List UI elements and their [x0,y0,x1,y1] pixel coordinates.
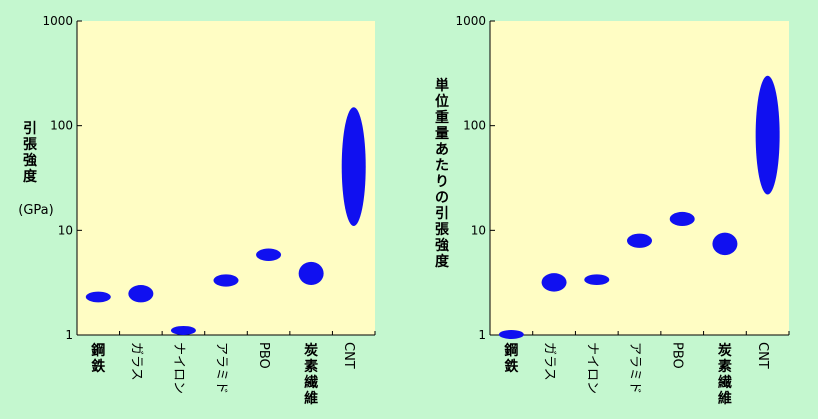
x-tick-label: ガラス [128,342,143,381]
y-tick-label: 1000 [42,14,73,28]
data-ellipse-5 [256,248,282,261]
y-tick-label: 100 [463,119,486,133]
y-tick-label: 1 [65,328,73,342]
data-ellipse-7 [341,107,366,227]
x-tick-label: 炭素繊維 [718,342,732,407]
data-ellipse-6 [712,232,738,256]
x-tick-label: CNT [341,342,356,369]
chart-panel-1: 1 10 100 1000 鋼鉄 ガラス ナイロン アラミド PBO 炭素繊維 CNT 引張強度 (GP… [18,14,376,407]
x-tick-label: PBO [256,342,271,369]
y-axis-unit: (GPa) [18,203,53,218]
x-tick-label: ガラス [542,342,557,381]
data-ellipse-2 [541,273,567,292]
data-ellipse-1 [85,291,111,303]
data-ellipse-7 [755,75,780,195]
y-tick-label: 1 [478,328,486,342]
data-ellipse-4 [213,274,239,287]
x-tick-label: アラミド [214,342,229,394]
data-ellipse-3 [170,325,196,335]
y-axis-label: 引張強度 [23,121,38,185]
data-ellipse-4 [627,233,652,248]
plot-area [77,21,375,335]
data-ellipse-6 [298,261,324,286]
plot-area [490,21,789,335]
chart-panel-2: 1 10 100 1000 鋼鉄 ガラス ナイロン アラミド PBO 炭素繊維 CNT 単位重量あたり… [435,14,790,407]
data-ellipse-1 [498,329,524,339]
data-ellipse-3 [584,274,610,286]
y-tick-label: 1000 [455,14,486,28]
x-tick-label: ナイロン [584,342,599,394]
y-axis-label: 単位重量あたりの引張強度 [435,77,450,270]
x-tick-label: アラミド [627,342,642,394]
x-tick-label: ナイロン [171,342,186,394]
y-tick-label: 100 [50,119,73,133]
data-ellipse-5 [669,211,695,227]
x-tick-label: CNT [755,342,770,369]
y-tick-label: 10 [471,223,486,237]
x-tick-label: PBO [670,342,685,369]
y-tick-label: 10 [58,223,73,237]
x-tick-label: 鋼鉄 [503,342,519,375]
x-tick-label: 鋼鉄 [90,342,106,375]
data-ellipse-2 [128,285,154,303]
x-tick-label: 炭素繊維 [304,342,318,407]
